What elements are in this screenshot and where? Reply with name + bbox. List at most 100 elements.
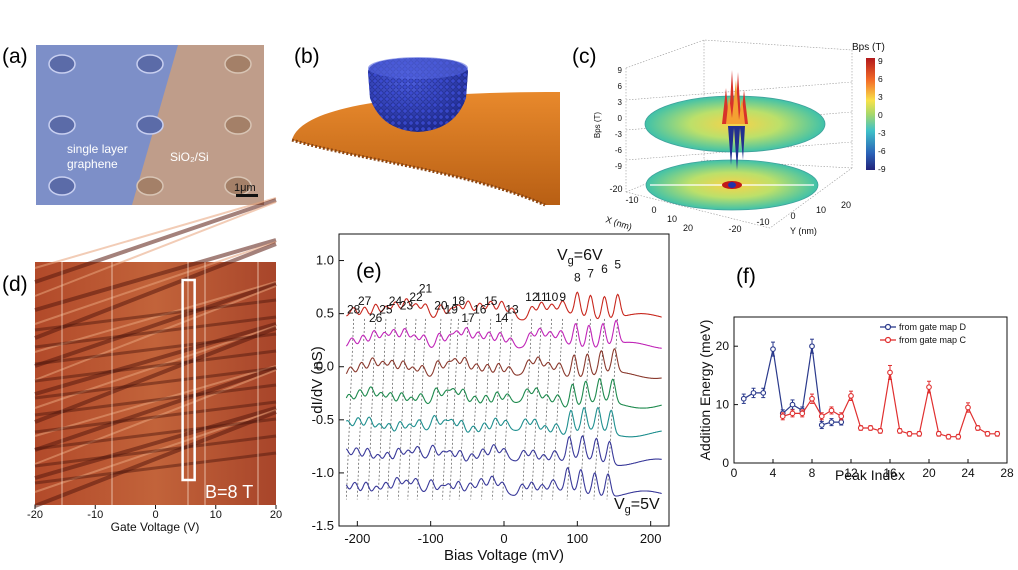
- peak-guide: [566, 318, 578, 500]
- z-tick: -9: [615, 162, 623, 171]
- spectra-traces: [345, 291, 662, 497]
- panel-b-label: (b): [294, 45, 320, 68]
- map-streak: [34, 315, 277, 349]
- gate-x-tick: 0: [152, 509, 158, 521]
- x-tick: -10: [625, 195, 638, 205]
- colorbar-ticks: 9 6 3 0 -3 -6 -9: [878, 56, 886, 174]
- map-streak: [34, 417, 277, 451]
- legend-marker-c: [884, 336, 892, 344]
- energy-y-label: Addition Energy (meV): [697, 320, 713, 461]
- data-point: [848, 392, 854, 399]
- x-tick-label: 0: [500, 531, 507, 546]
- energy-x-label: Peak Index: [835, 467, 905, 483]
- panel-f-label: (f): [736, 265, 756, 288]
- map-streak: [34, 241, 277, 325]
- x-axis-label: X (nm): [604, 214, 633, 232]
- x-tick-label: -100: [418, 531, 444, 546]
- panel-d-label: (d): [2, 273, 28, 296]
- map-streak: [34, 349, 277, 383]
- vg-top-sub: g: [568, 255, 574, 267]
- x-tick-label: 28: [1000, 466, 1014, 480]
- x-tick-label: 20: [922, 466, 936, 480]
- data-point: [770, 346, 776, 352]
- y-tick-label: 0: [722, 456, 729, 470]
- map-streak: [34, 197, 277, 269]
- colorbar-title: Bps (T): [852, 42, 885, 53]
- z-tick: 3: [618, 98, 623, 107]
- peak-guide: [398, 318, 407, 500]
- peak-guide: [541, 318, 553, 500]
- vg-top-label: Vg=6V: [557, 247, 603, 267]
- map-streak: [34, 366, 277, 452]
- panel-b: (b): [291, 45, 560, 207]
- x-tick-label: 200: [640, 531, 662, 546]
- map-streak: [34, 400, 277, 434]
- peak-number: 18: [452, 294, 466, 308]
- map-streak: [34, 201, 277, 297]
- x-tick: 0: [651, 205, 656, 215]
- data-point: [867, 425, 874, 431]
- vg-bottom-sub: g: [625, 504, 631, 516]
- x-tick-label: 100: [566, 531, 588, 546]
- energy-line: [782, 372, 998, 438]
- vg-top-main: V: [557, 247, 568, 264]
- data-point: [916, 430, 923, 437]
- map-streak: [34, 282, 277, 368]
- peak-guide: [458, 318, 469, 500]
- map-streak: [34, 406, 277, 480]
- x-tick-label: 12: [844, 466, 858, 480]
- data-point: [838, 413, 845, 420]
- peak-guide: [356, 318, 366, 500]
- data-point: [887, 369, 893, 376]
- data-point: [760, 390, 767, 396]
- gate-x-label: Gate Voltage (V): [111, 520, 200, 534]
- graphene-region: [36, 45, 178, 205]
- peak-number: 25: [379, 303, 393, 317]
- data-point: [945, 433, 952, 440]
- spectrum-line: [345, 348, 662, 379]
- data-point: [818, 413, 825, 420]
- selection-box: [181, 278, 196, 482]
- data-point: [809, 343, 815, 350]
- y-tick-label: 20: [716, 339, 730, 353]
- data-point: [935, 430, 942, 437]
- peak-number: 10: [545, 290, 559, 304]
- peak-number: 14: [495, 311, 509, 325]
- peak-number: 13: [505, 303, 519, 317]
- peak-number: 16: [473, 303, 487, 317]
- spectra-y-label: dI/dV (nS): [309, 346, 326, 414]
- data-point: [994, 430, 1001, 437]
- map-streak: [34, 238, 277, 312]
- map-streak: [34, 383, 277, 417]
- legend-label-c: from gate map C: [899, 335, 967, 345]
- gate-x-tick: 20: [270, 509, 282, 521]
- data-point: [789, 401, 796, 408]
- colorbar-tick: -3: [878, 128, 886, 138]
- x-tick: 10: [667, 214, 677, 224]
- y-tick-label: 1.0: [316, 253, 334, 268]
- scale-bar: [236, 194, 258, 197]
- surface-peaks-light: [726, 80, 745, 124]
- y-tick-label: -0.5: [312, 412, 334, 427]
- peak-number: 8: [574, 271, 581, 285]
- vg-bottom-main: V: [614, 496, 625, 513]
- panel-d: (d) B=8 T -20 -10 0 10 20 Gate Voltage (…: [2, 197, 282, 534]
- data-point: [809, 395, 815, 402]
- map-streak: [34, 410, 277, 508]
- map-streak: [34, 326, 277, 424]
- peak-guide: [345, 318, 355, 500]
- substrate-label: SiO₂/Si: [170, 150, 209, 164]
- map-streak: [34, 198, 277, 284]
- data-point: [818, 422, 825, 428]
- peak-guide: [502, 318, 513, 500]
- map-streak: [34, 298, 277, 332]
- panel-e-label: (e): [356, 260, 382, 283]
- peak-guide: [481, 318, 492, 500]
- data-point: [906, 430, 913, 437]
- spectrum-line: [345, 406, 662, 438]
- spectrum-line: [345, 435, 662, 466]
- z-tick: 9: [618, 66, 623, 75]
- map-streak: [34, 325, 277, 409]
